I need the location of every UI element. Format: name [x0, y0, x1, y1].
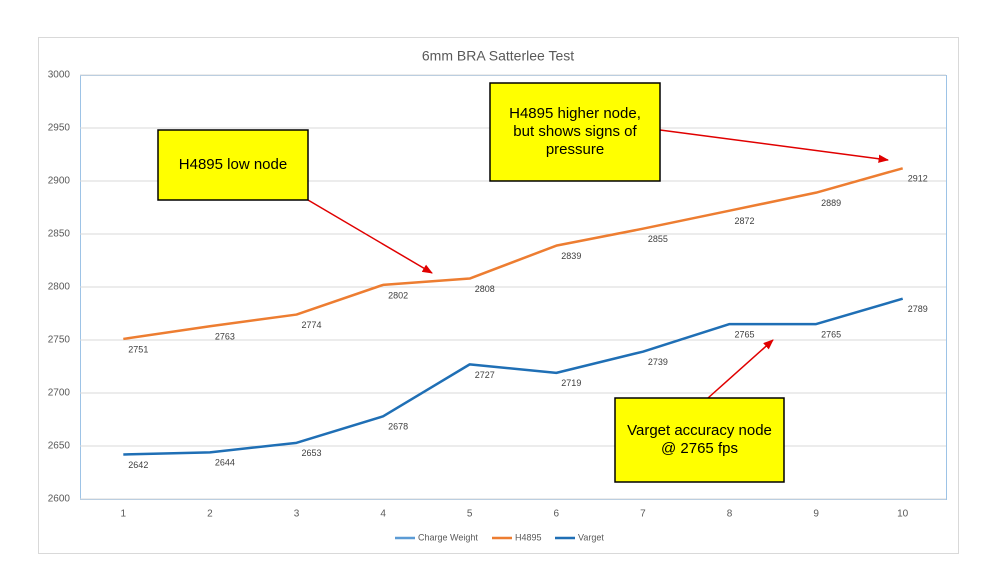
chart-frame	[38, 37, 959, 554]
annotation-box	[489, 82, 661, 182]
data-label: 2855	[648, 234, 668, 244]
data-label: 2739	[648, 357, 668, 367]
annotation-box	[157, 129, 309, 201]
annotation-text: pressure	[546, 141, 604, 158]
annotation-text: H4895 higher node,	[509, 105, 641, 122]
legend-label: H4895	[515, 532, 542, 542]
annotation-arrow	[307, 199, 433, 274]
data-label: 2889	[821, 198, 841, 208]
y-tick-label: 3000	[48, 70, 71, 81]
data-label: 2808	[475, 284, 495, 294]
annotation-box	[614, 397, 785, 483]
y-tick-label: 2800	[48, 282, 71, 293]
series-line	[123, 297, 904, 456]
data-label: 2727	[475, 370, 495, 380]
data-label: 2653	[302, 448, 322, 458]
annotation-text: Varget accuracy node	[627, 422, 772, 439]
series-line	[123, 167, 904, 341]
data-label: 2642	[128, 460, 148, 470]
x-tick-label: 5	[467, 509, 473, 520]
y-tick-label: 2650	[48, 441, 71, 452]
data-label: 2765	[821, 329, 841, 339]
data-label: 2644	[215, 458, 235, 468]
data-label: 2912	[908, 174, 928, 184]
data-label: 2719	[561, 378, 581, 388]
data-label: 2789	[908, 304, 928, 314]
x-tick-label: 6	[554, 509, 560, 520]
x-tick-label: 8	[727, 509, 733, 520]
y-tick-label: 2700	[48, 388, 71, 399]
chart-title: 6mm BRA Satterlee Test	[422, 48, 574, 64]
x-tick-label: 10	[897, 509, 909, 520]
data-label: 2765	[735, 329, 755, 339]
annotation-text: H4895 low node	[179, 156, 287, 173]
x-tick-label: 7	[640, 509, 646, 520]
x-tick-label: 3	[294, 509, 300, 520]
annotation-arrow	[659, 129, 890, 163]
y-tick-label: 2900	[48, 176, 71, 187]
annotation-text: but shows signs of	[513, 123, 637, 140]
data-label: 2774	[302, 320, 322, 330]
data-label: 2802	[388, 290, 408, 300]
y-tick-label: 2600	[48, 494, 71, 505]
y-tick-label: 2750	[48, 335, 71, 346]
data-label: 2763	[215, 332, 235, 342]
x-tick-label: 1	[121, 509, 127, 520]
x-tick-label: 2	[207, 509, 213, 520]
annotation-arrow	[707, 339, 774, 399]
legend-label: Charge Weight	[418, 532, 478, 542]
legend-label: Varget	[578, 532, 604, 542]
x-tick-label: 4	[380, 509, 386, 520]
x-tick-label: 9	[813, 509, 819, 520]
annotation-text: @ 2765 fps	[661, 440, 738, 457]
data-label: 2839	[561, 251, 581, 261]
data-label: 2872	[735, 216, 755, 226]
data-label: 2751	[128, 344, 148, 354]
y-tick-label: 2850	[48, 229, 71, 240]
data-label: 2678	[388, 422, 408, 432]
y-tick-label: 2950	[48, 123, 71, 134]
